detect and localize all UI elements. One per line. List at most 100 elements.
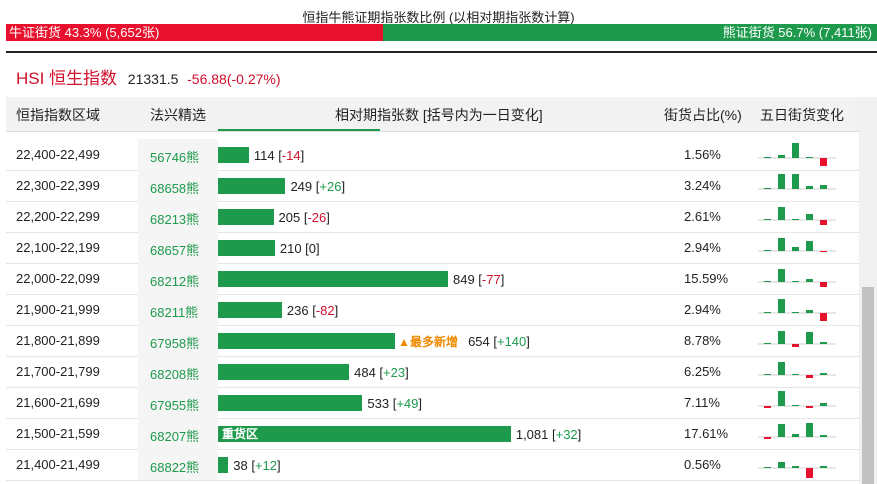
- table-row: 22,100-22,199 68657熊 210 [0] 2.94%: [6, 232, 859, 264]
- index-value: 21331.5: [127, 71, 179, 87]
- contracts-bar: [218, 364, 350, 380]
- contracts-bar: [218, 457, 229, 473]
- five-day-bar: [792, 174, 799, 189]
- contracts-count: 849 [-77]: [453, 271, 505, 287]
- table-row: 21,600-21,699 67955熊 533 [+49] 7.11%: [6, 387, 859, 419]
- contracts-cell: 210 [0]: [218, 240, 320, 256]
- table-row: 22,400-22,499 56746熊 114 [-14] 1.56%: [6, 139, 859, 171]
- five-day-bar: [792, 374, 799, 375]
- five-day-bar: [820, 373, 827, 375]
- warrant-cell-bg: [138, 232, 218, 263]
- bull-ratio-segment: 牛证街货 43.3% (5,652张): [6, 24, 384, 41]
- five-day-bar: [792, 219, 799, 220]
- scrollbar[interactable]: [859, 97, 877, 484]
- contracts-count: 533 [+49]: [367, 395, 422, 411]
- warrant-link[interactable]: 68207熊: [150, 429, 200, 444]
- five-day-bar: [806, 423, 813, 437]
- five-day-bar: [764, 157, 771, 158]
- warrant-link[interactable]: 68212熊: [150, 274, 200, 289]
- range-cell: 21,500-21,599: [16, 426, 100, 441]
- bull-bear-ratio-bar: 牛证街货 43.3% (5,652张) 熊证街货 56.7% (7,411张): [6, 24, 877, 41]
- contracts-cell: 114 [-14]: [218, 147, 304, 163]
- five-day-bar: [778, 174, 785, 189]
- warrant-cell-bg: [138, 387, 218, 418]
- five-day-bar: [820, 251, 827, 252]
- warrant-cell-bg: [138, 356, 218, 387]
- warrant-link[interactable]: 68213熊: [150, 212, 200, 227]
- range-cell: 21,800-21,899: [16, 333, 100, 348]
- share-cell: 15.59%: [684, 271, 729, 286]
- contracts-count: 114 [-14]: [253, 147, 305, 163]
- most-added-tag: ▲最多新增: [398, 334, 459, 349]
- contracts-count: 484 [+23]: [354, 364, 409, 380]
- col-warrant: 法兴精选: [150, 107, 206, 123]
- five-day-bar: [778, 424, 785, 437]
- contracts-bar: [218, 147, 249, 163]
- five-day-chart: [758, 269, 836, 287]
- contracts-count: 1,081 [+32]: [515, 426, 582, 442]
- five-day-bar: [778, 269, 785, 282]
- share-cell: 6.25%: [684, 364, 721, 379]
- table-row: 21,400-21,499 68822熊 38 [+12] 0.56%: [6, 449, 859, 481]
- warrant-link[interactable]: 56746熊: [150, 150, 200, 165]
- five-day-bar: [764, 467, 771, 468]
- five-day-chart: [758, 143, 836, 166]
- five-day-bar: [820, 282, 827, 287]
- five-day-bar: [792, 143, 799, 158]
- contracts-count: 654 [+140]: [468, 333, 530, 349]
- contracts-cell: ▲最多新增 654 [+140]: [218, 333, 530, 349]
- five-day-bar: [778, 331, 785, 344]
- table-row: 21,500-21,599 68207熊 重货区 1,081 [+32] 17.61%: [6, 418, 859, 450]
- five-day-bar: [764, 406, 771, 408]
- five-day-bar: [792, 344, 799, 347]
- warrant-link[interactable]: 68657熊: [150, 243, 200, 258]
- warrant-link[interactable]: 68208熊: [150, 367, 200, 382]
- range-cell: 21,400-21,499: [16, 457, 100, 472]
- share-cell: 8.78%: [684, 333, 721, 348]
- index-change: -56.88(-0.27%): [187, 71, 281, 87]
- five-day-bar: [764, 312, 771, 313]
- warrant-link[interactable]: 68658熊: [150, 181, 200, 196]
- warrant-link[interactable]: 67958熊: [150, 336, 200, 351]
- five-day-bar: [778, 462, 785, 468]
- five-day-bar: [820, 466, 827, 468]
- col-range: 恒指指数区域: [16, 107, 100, 123]
- five-day-bar: [820, 342, 827, 344]
- warrant-link[interactable]: 68211熊: [150, 305, 199, 320]
- warrant-cell-bg: [138, 170, 218, 201]
- warrant-link[interactable]: 68822熊: [150, 460, 200, 475]
- warrant-cell-bg: [138, 263, 218, 294]
- warrant-link[interactable]: 67955熊: [150, 398, 200, 413]
- scrollbar-thumb[interactable]: [862, 287, 874, 484]
- range-cell: 22,300-22,399: [16, 178, 100, 193]
- five-day-bar: [778, 299, 785, 313]
- five-day-bar: [820, 220, 827, 225]
- five-day-bar: [778, 238, 785, 251]
- contracts-cell: 484 [+23]: [218, 364, 409, 380]
- contracts-delta: +12: [254, 457, 278, 473]
- five-day-chart: [758, 362, 836, 378]
- range-cell: 21,900-21,999: [16, 302, 100, 317]
- five-day-bar: [792, 247, 799, 251]
- five-day-bar: [764, 188, 771, 189]
- five-day-bar: [806, 375, 813, 378]
- five-day-bar: [806, 468, 813, 478]
- contracts-bar: [218, 240, 275, 256]
- share-cell: 2.61%: [684, 209, 721, 224]
- table-row: 22,200-22,299 68213熊 205 [-26] 2.61%: [6, 201, 859, 233]
- table-row: 21,700-21,799 68208熊 484 [+23] 6.25%: [6, 356, 859, 388]
- range-cell: 21,700-21,799: [16, 364, 100, 379]
- table-row: 22,300-22,399 68658熊 249 [+26] 3.24%: [6, 170, 859, 202]
- warrant-cell-bg: [138, 139, 218, 170]
- five-day-bar: [778, 362, 785, 375]
- warrant-cell-bg: [138, 201, 218, 232]
- bear-ratio-segment: 熊证街货 56.7% (7,411张): [383, 24, 877, 41]
- five-day-bar: [778, 207, 785, 220]
- share-cell: 3.24%: [684, 178, 721, 193]
- five-day-bar: [806, 310, 813, 313]
- five-day-bar: [820, 403, 827, 406]
- contracts-bar: [218, 395, 363, 411]
- col-contracts: 相对期指张数 [括号内为一日变化]: [335, 107, 543, 123]
- contracts-delta: -82: [315, 302, 335, 318]
- contracts-bar: [218, 333, 396, 349]
